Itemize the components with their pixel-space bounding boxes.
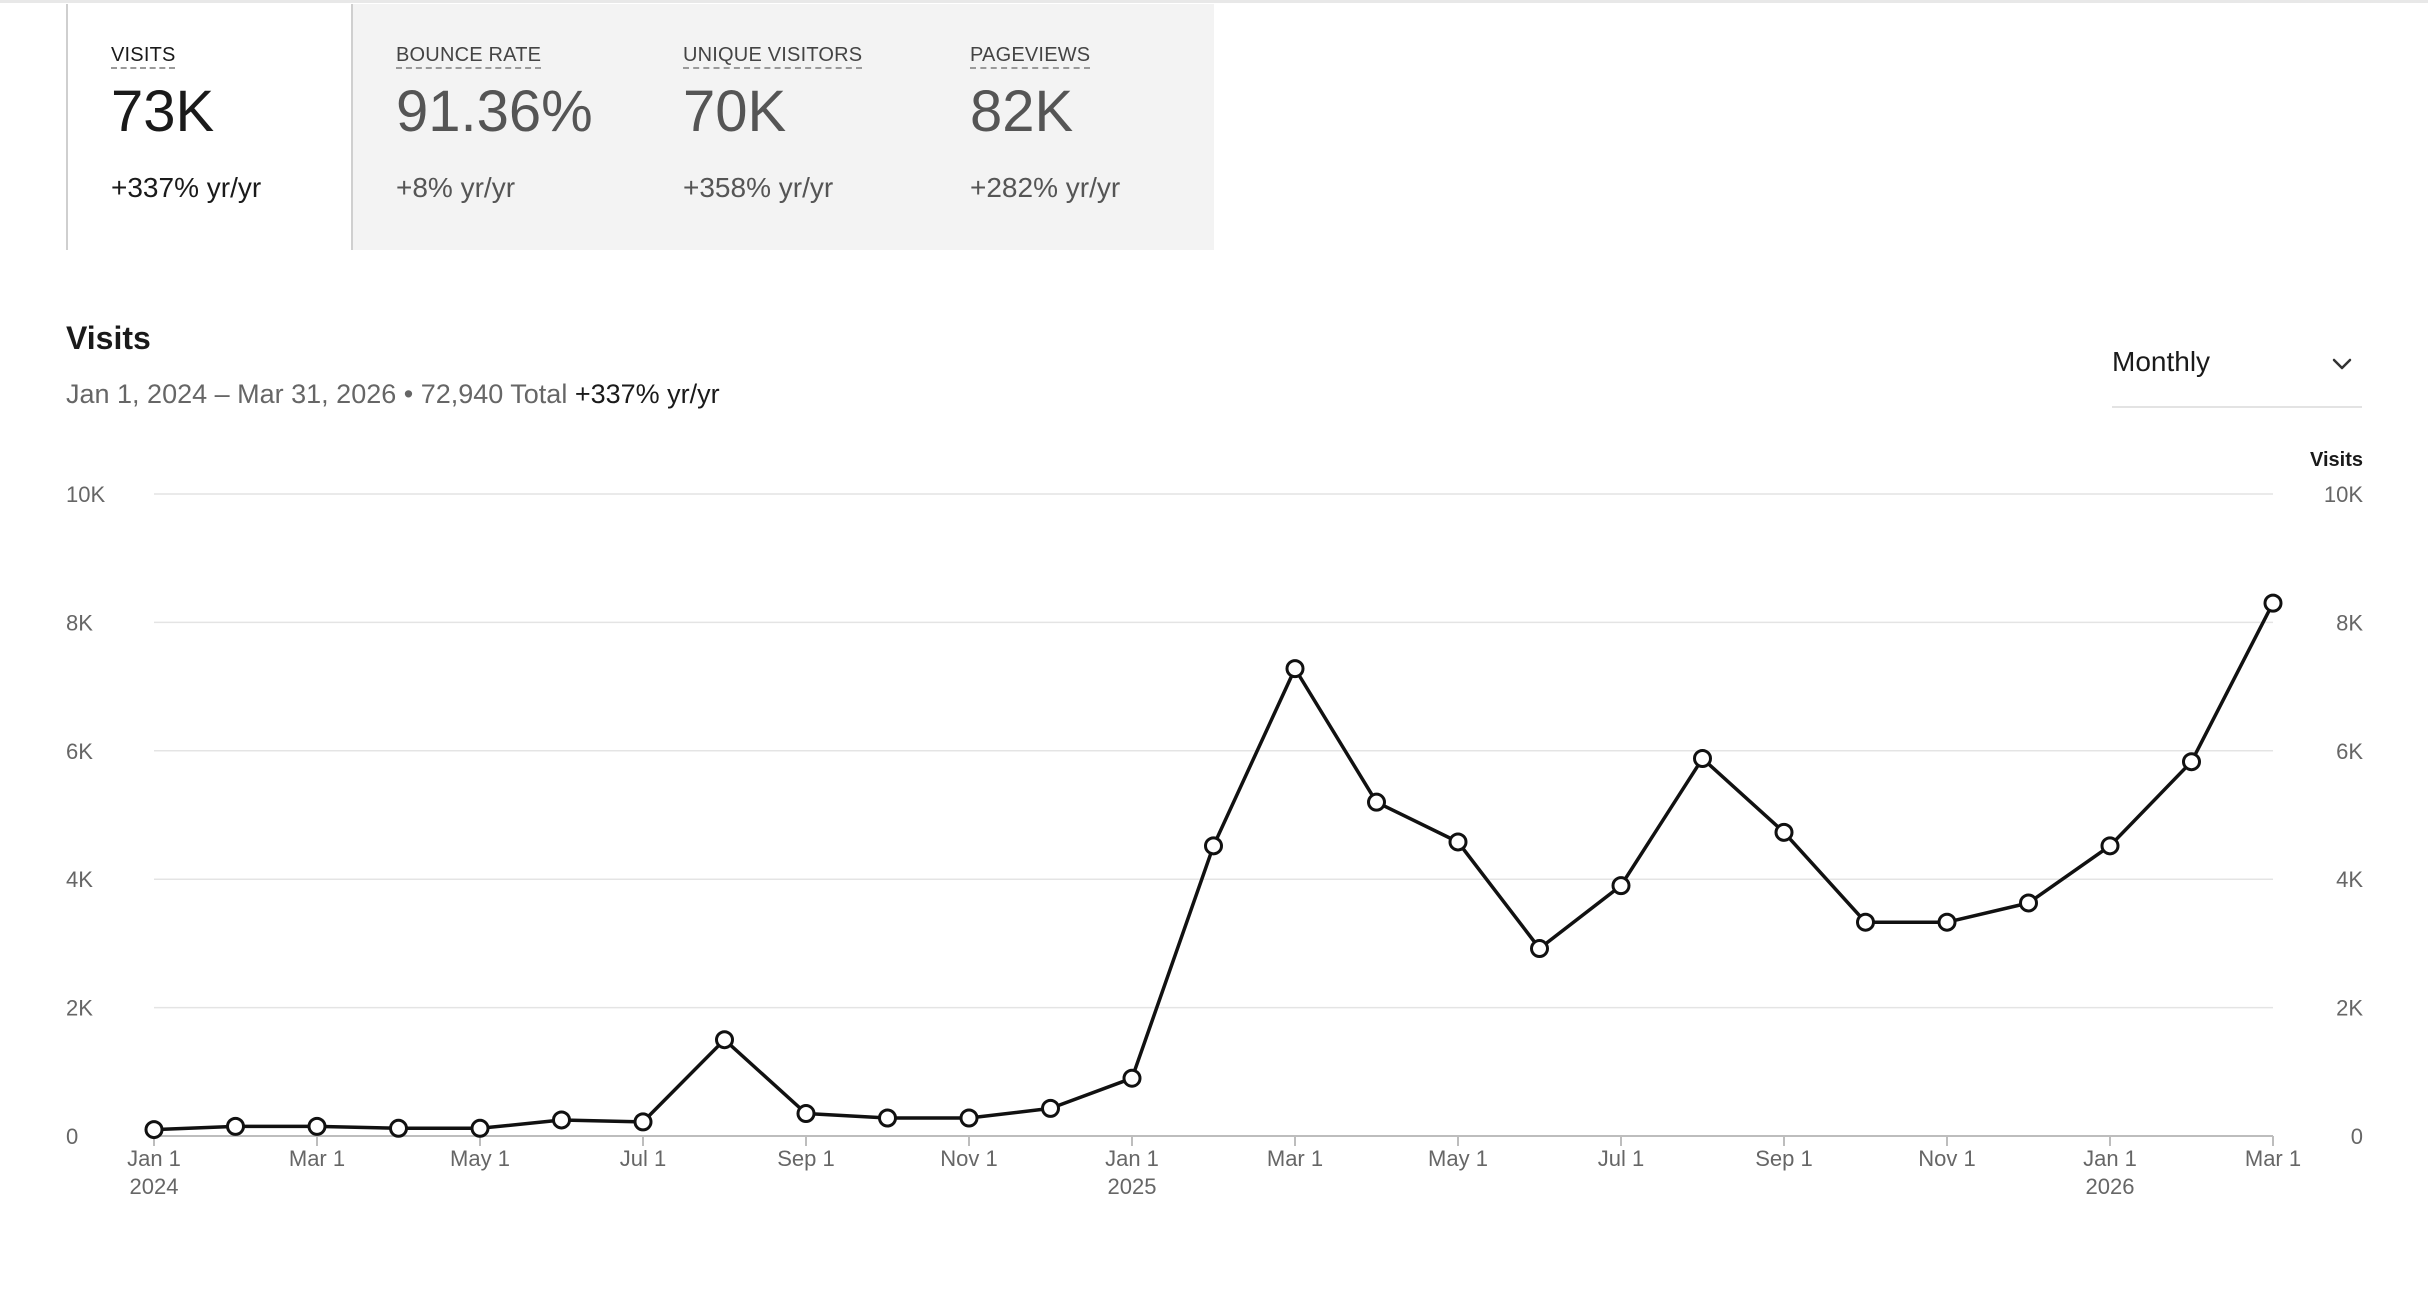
- metrics-bar: VISITS 73K +337% yr/yr BOUNCE RATE 91.36…: [66, 4, 1214, 250]
- visits-series-line: [153, 602, 2275, 1132]
- metric-label[interactable]: PAGEVIEWS: [970, 44, 1091, 66]
- top-divider: [0, 0, 2428, 3]
- data-point: [389, 1118, 408, 1138]
- metric-change: +8% yr/yr: [396, 172, 516, 203]
- data-point: [552, 1110, 571, 1130]
- y-tick-label-left: 2K: [66, 996, 93, 1021]
- data-point: [1367, 792, 1386, 812]
- metric-change: +358% yr/yr: [683, 172, 834, 203]
- x-tick-label: Sep 1: [1755, 1146, 1813, 1171]
- x-tick-label: Mar 1: [289, 1146, 345, 1171]
- x-tick-label: Jan 1: [1105, 1146, 1159, 1171]
- x-tick-label: Nov 1: [1918, 1146, 1975, 1171]
- x-tick-label: Jul 1: [1598, 1146, 1644, 1171]
- chart-subtitle: Jan 1, 2024 – Mar 31, 2026 • 72,940 Tota…: [66, 379, 720, 410]
- chevron-down-icon: [2332, 358, 2352, 370]
- data-point: [307, 1116, 327, 1136]
- y-tick-label-left: 4K: [66, 867, 93, 892]
- right-axis-title: Visits: [2310, 449, 2363, 471]
- data-point: [1041, 1098, 1060, 1118]
- x-tick-label: May 1: [1428, 1146, 1488, 1171]
- x-tick-label: Jul 1: [620, 1146, 666, 1171]
- metric-label[interactable]: BOUNCE RATE: [396, 44, 542, 66]
- chart-date-range-total: Jan 1, 2024 – Mar 31, 2026 • 72,940 Tota…: [66, 379, 568, 409]
- x-tick-label: Mar 1: [2245, 1146, 2301, 1171]
- y-tick-label-right: 6K: [2336, 739, 2363, 764]
- x-tick-year-label: 2026: [2086, 1174, 2135, 1199]
- data-point: [2263, 593, 2283, 613]
- visits-line-chart: 0 0 2K 2K 4K 4K 6K 6K 8K 8K 10K 10K Visits Jan 1 2024 M…: [66, 449, 2363, 1199]
- y-tick-label-left: 8K: [66, 610, 93, 635]
- metric-value: 70K: [683, 79, 787, 144]
- y-tick-label-right: 2K: [2336, 996, 2363, 1021]
- metric-tab-bounce-rate[interactable]: BOUNCE RATE 91.36% +8% yr/yr: [353, 4, 640, 250]
- metric-label[interactable]: UNIQUE VISITORS: [683, 44, 863, 66]
- y-tick-label-right: 10K: [2324, 482, 2363, 507]
- chart-grid: [154, 493, 2273, 1137]
- y-tick-label-right: 0: [2351, 1124, 2363, 1149]
- x-tick-year-label: 2025: [1108, 1174, 1157, 1199]
- data-point: [2182, 752, 2201, 772]
- metric-tabs-inactive: BOUNCE RATE 91.36% +8% yr/yr UNIQUE VISI…: [353, 4, 1214, 250]
- y-tick-label-right: 8K: [2336, 610, 2363, 635]
- metric-tab-pageviews[interactable]: PAGEVIEWS 82K +282% yr/yr: [927, 4, 1214, 250]
- x-tick-label: Mar 1: [1267, 1146, 1323, 1171]
- data-point: [1856, 912, 1875, 932]
- data-point: [959, 1108, 979, 1128]
- data-point: [1530, 939, 1549, 959]
- data-point: [796, 1104, 816, 1124]
- period-select-value: Monthly: [2112, 346, 2211, 377]
- data-point: [878, 1108, 897, 1128]
- data-point: [144, 1120, 164, 1140]
- data-point: [633, 1112, 653, 1132]
- data-point: [1693, 749, 1712, 769]
- metric-change: +282% yr/yr: [970, 172, 1121, 203]
- data-point: [1448, 832, 1468, 852]
- metric-tab-visits[interactable]: VISITS 73K +337% yr/yr: [66, 4, 353, 250]
- x-tick-label: Jan 1: [2083, 1146, 2137, 1171]
- chart-series: [153, 602, 2275, 1132]
- data-point: [1774, 822, 1794, 842]
- metric-change: +337% yr/yr: [111, 172, 262, 203]
- metric-value: 73K: [111, 79, 215, 144]
- y-tick-label-left: 6K: [66, 739, 93, 764]
- y-tick-label-left: 10K: [66, 482, 105, 507]
- metric-value: 82K: [970, 79, 1074, 144]
- data-point: [1611, 876, 1631, 896]
- metric-tab-unique-visitors[interactable]: UNIQUE VISITORS 70K +358% yr/yr: [640, 4, 927, 250]
- data-point: [715, 1030, 734, 1050]
- metric-value: 91.36%: [396, 79, 593, 144]
- data-point: [1937, 912, 1957, 932]
- chart-growth: +337% yr/yr: [574, 379, 720, 409]
- data-point: [2019, 893, 2038, 913]
- chart-points: [144, 593, 2283, 1140]
- x-tick-label: Sep 1: [777, 1146, 835, 1171]
- data-point: [470, 1118, 490, 1138]
- x-tick-label: May 1: [450, 1146, 510, 1171]
- y-tick-label-right: 4K: [2336, 867, 2363, 892]
- data-point: [1204, 836, 1223, 856]
- data-point: [1285, 659, 1305, 679]
- chart-title: Visits: [66, 320, 151, 356]
- x-tick-label: Jan 1: [127, 1146, 181, 1171]
- x-tick-year-label: 2024: [130, 1174, 179, 1199]
- data-point: [2100, 836, 2120, 856]
- metric-label[interactable]: VISITS: [111, 44, 176, 66]
- data-point: [1122, 1068, 1142, 1088]
- data-point: [226, 1116, 245, 1136]
- y-tick-label-left: 0: [66, 1124, 78, 1149]
- x-tick-label: Nov 1: [940, 1146, 997, 1171]
- period-select[interactable]: Monthly: [2112, 336, 2362, 408]
- chart-axes: 0 0 2K 2K 4K 4K 6K 6K 8K 8K 10K 10K Visits Jan 1 2024 M…: [66, 449, 2363, 1199]
